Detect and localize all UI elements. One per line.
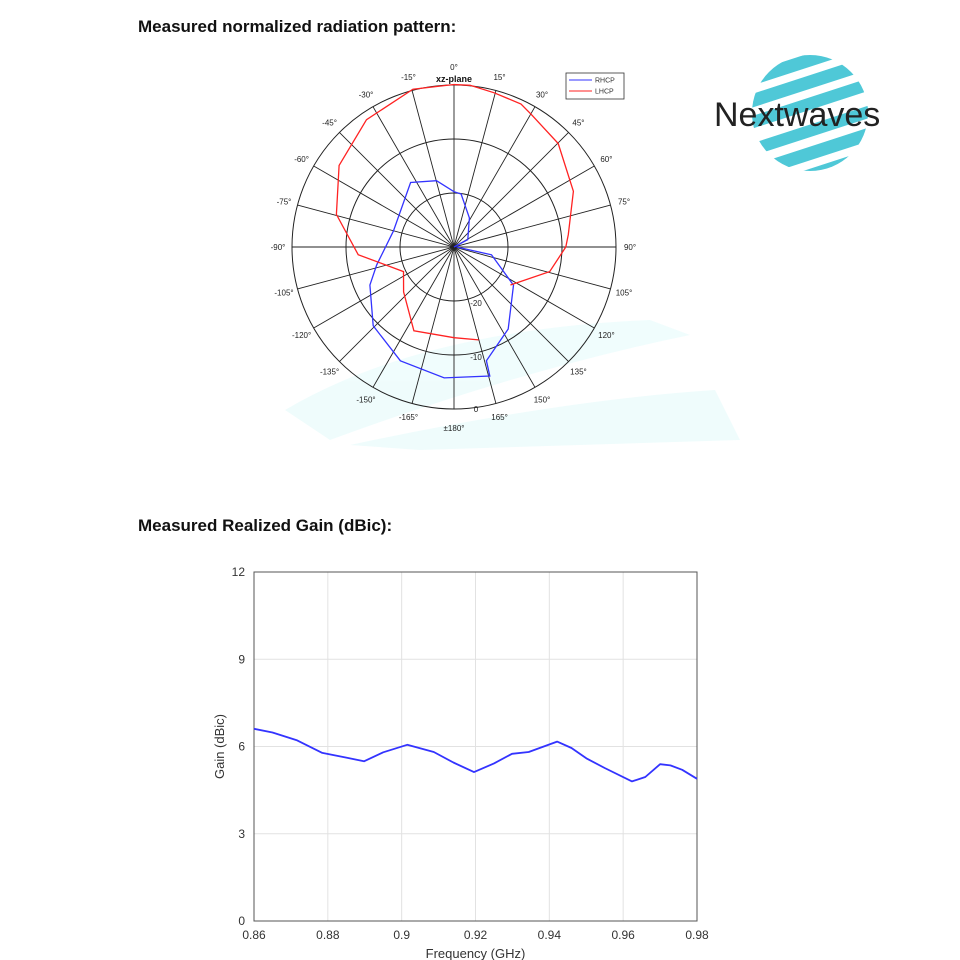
angle-tick-label: 15° xyxy=(493,73,505,82)
angle-tick-label: 150° xyxy=(534,395,551,404)
series-lhcp xyxy=(335,83,575,341)
legend-label-rhcp: RHCP xyxy=(595,78,615,85)
nextwaves-logo: Nextwaves xyxy=(714,55,880,171)
angle-tick-label: -120° xyxy=(292,331,311,340)
legend-label-lhcp: LHCP xyxy=(595,89,614,96)
x-tick-label: 0.98 xyxy=(685,928,709,942)
angle-tick-label: 90° xyxy=(624,243,636,252)
logo-text: Nextwaves xyxy=(714,96,880,134)
y-tick-label: 3 xyxy=(238,827,245,841)
r-tick-label: -20 xyxy=(470,299,482,308)
y-tick-label: 9 xyxy=(238,652,245,666)
angle-tick-label: -90° xyxy=(271,243,286,252)
angle-tick-label: -135° xyxy=(320,367,339,376)
gain-line xyxy=(253,727,698,783)
angle-tick-label: 105° xyxy=(616,289,633,298)
x-tick-label: 0.86 xyxy=(242,928,266,942)
angle-tick-label: -105° xyxy=(274,289,293,298)
y-axis-label: Gain (dBic) xyxy=(212,714,227,779)
gain-chart: 0.86 0.88 0.9 0.92 0.94 0.96 0.98 0 3 6 9 12 Frequen… xyxy=(212,565,709,960)
angle-tick-label: -45° xyxy=(322,119,337,128)
angle-tick-label: -165° xyxy=(399,413,418,422)
legend-box xyxy=(565,72,625,100)
angle-tick-label: 60° xyxy=(600,155,612,164)
legend: RHCP LHCP xyxy=(565,72,625,100)
series-rhcp xyxy=(369,180,515,379)
gain-title: Measured Realized Gain (dBic): xyxy=(138,516,393,535)
angle-tick-label: 75° xyxy=(618,197,630,206)
r-tick-label: -10 xyxy=(470,353,482,362)
angle-tick-label: -15° xyxy=(401,73,416,82)
x-tick-label: 0.96 xyxy=(611,928,635,942)
x-tick-label: 0.9 xyxy=(393,928,410,942)
x-axis-label: Frequency (GHz) xyxy=(426,946,526,960)
x-tick-label: 0.92 xyxy=(464,928,488,942)
angle-tick-label: 120° xyxy=(598,331,615,340)
angle-tick-label: 45° xyxy=(572,119,584,128)
y-tick-label: 0 xyxy=(238,914,245,928)
y-tick-label: 6 xyxy=(238,740,245,754)
watermark xyxy=(285,320,740,450)
plot-frame xyxy=(253,571,698,922)
angle-tick-label: ±180° xyxy=(444,424,465,433)
angle-tick-label: -30° xyxy=(359,91,374,100)
polar-title: xz-plane xyxy=(436,74,472,84)
r-tick-label: 0 xyxy=(474,405,479,414)
zero-angle-label: 0° xyxy=(450,63,458,72)
radiation-pattern-title: Measured normalized radiation pattern: xyxy=(138,17,457,36)
angle-tick-label: 30° xyxy=(536,91,548,100)
x-tick-label: 0.88 xyxy=(316,928,340,942)
y-tick-label: 12 xyxy=(232,565,246,579)
angle-tick-label: -60° xyxy=(294,155,309,164)
angle-tick-label: -150° xyxy=(356,395,375,404)
angle-tick-label: 135° xyxy=(570,367,587,376)
angle-tick-label: -75° xyxy=(277,197,292,206)
angle-tick-label: 165° xyxy=(491,413,508,422)
polar-chart: 15° 30° 45° 60° 75° 90° 105° 120° 135° 150° 165° ±1… xyxy=(271,63,636,433)
x-tick-label: 0.94 xyxy=(538,928,562,942)
